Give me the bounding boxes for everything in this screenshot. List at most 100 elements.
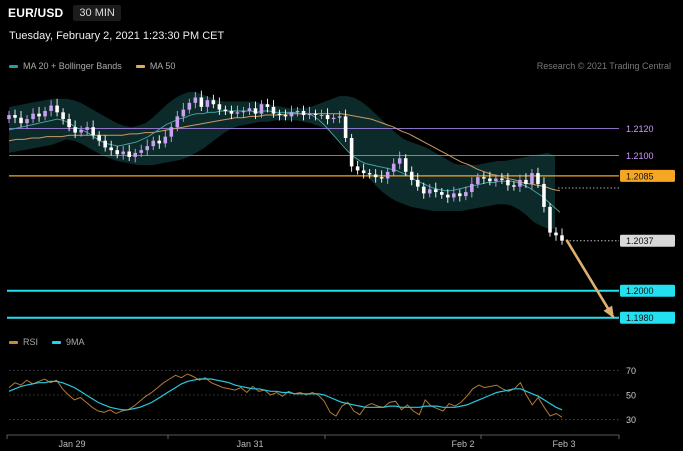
datetime-label: Tuesday, February 2, 2021 1:23:30 PM CET: [9, 30, 225, 42]
candle-body: [313, 113, 318, 116]
candle-body: [211, 100, 216, 105]
candle-body: [361, 170, 366, 174]
candle-body: [433, 189, 438, 193]
rsi-tick-70: 70: [626, 366, 636, 376]
timeframe-badge[interactable]: 30 MIN: [73, 5, 121, 21]
candle-body: [403, 158, 408, 172]
candle-body: [542, 183, 546, 207]
candle-body: [367, 173, 372, 175]
header: EUR/USD 30 MIN: [8, 5, 121, 21]
ma20-line: [8, 110, 561, 213]
candle-body: [548, 206, 552, 233]
candle-body: [301, 110, 306, 116]
candle-body: [217, 104, 222, 110]
candle-body: [452, 193, 456, 198]
candle-body: [518, 179, 522, 187]
candle-body: [325, 115, 330, 120]
candle-body: [175, 116, 180, 128]
candle-body: [139, 150, 144, 153]
candle-body: [91, 127, 95, 136]
candle-body: [169, 127, 174, 137]
legend-label-ma20: MA 20 + Bollinger Bands: [23, 61, 122, 71]
level-tag-1.2085: [620, 169, 675, 182]
candle-body: [37, 113, 41, 117]
candle-body: [379, 177, 384, 179]
candle-body: [427, 189, 432, 194]
rsi-line: [8, 373, 563, 418]
level-label-1.2037: 1.2037: [626, 236, 654, 246]
level-tag-1.2037: [620, 234, 675, 247]
candle-body: [55, 105, 59, 113]
candle-body: [115, 150, 119, 155]
candle-body: [385, 171, 390, 179]
candle-body: [67, 119, 71, 128]
candle-body: [265, 104, 270, 107]
candle-body: [181, 109, 186, 117]
candle-body: [500, 178, 504, 180]
x-axis-label-0: Jan 29: [58, 439, 85, 449]
level-label-1.2000: 1.2000: [626, 286, 654, 296]
level-label-1.1980: 1.1980: [626, 313, 654, 323]
candle-body: [193, 97, 198, 103]
candle-body: [343, 116, 348, 138]
legend-swatch-rsi: [9, 340, 18, 344]
candle-body: [295, 110, 300, 113]
candle-body: [43, 110, 47, 117]
legend-item-rsi: RSI: [9, 337, 38, 347]
legend-item-ma50: MA 50: [135, 61, 175, 71]
legend-label-9ma: 9MA: [66, 337, 85, 347]
candle-body: [121, 151, 125, 155]
level-tag-1.1980: [620, 311, 675, 324]
candle-body: [530, 173, 534, 184]
legend-swatch-9ma: [52, 340, 62, 344]
candle-body: [157, 140, 162, 144]
candle-body: [470, 183, 474, 193]
candle-body: [331, 117, 336, 120]
candle-body: [458, 193, 462, 197]
candle-body: [247, 108, 252, 111]
candle-body: [277, 113, 282, 116]
candle-body: [349, 138, 354, 167]
candle-body: [133, 152, 138, 157]
candle-body: [476, 177, 480, 184]
candle-body: [187, 102, 192, 110]
candle-body: [415, 179, 420, 187]
candle-body: [79, 129, 83, 133]
candle-body: [307, 113, 312, 116]
candle-body: [235, 112, 240, 114]
candle-body: [61, 112, 65, 120]
candle-body: [223, 109, 228, 111]
candle-body: [409, 171, 414, 180]
candle-body: [488, 178, 492, 182]
candle-body: [85, 127, 89, 130]
forecast-arrow: [565, 239, 615, 319]
candle-body: [397, 158, 402, 164]
candle-body: [205, 100, 210, 107]
candle-body: [536, 173, 540, 184]
rsi-ma9-line: [8, 378, 563, 411]
candle-body: [464, 192, 468, 197]
x-axis-label-3: Feb 3: [552, 439, 575, 449]
candle-body: [103, 140, 107, 148]
level-label-1.2100: 1.2100: [626, 151, 654, 161]
candle-body: [97, 135, 101, 141]
candle-body: [13, 115, 17, 118]
candle-body: [151, 140, 156, 147]
candle-body: [391, 163, 396, 172]
candle-body: [7, 115, 11, 120]
candle-body: [259, 104, 264, 114]
candle-body: [439, 192, 444, 195]
candle-body: [446, 194, 450, 198]
level-tag-1.2000: [620, 284, 675, 297]
candle-body: [506, 179, 510, 186]
level-label-1.2085: 1.2085: [626, 171, 654, 181]
candle-body: [271, 106, 276, 114]
pair-title: EUR/USD: [8, 6, 64, 20]
candle-body: [145, 146, 150, 151]
rsi-tick-50: 50: [626, 391, 636, 401]
legend-swatch-ma50: [135, 64, 145, 68]
candle-body: [19, 117, 23, 124]
candle-body: [554, 232, 558, 236]
candle-body: [560, 235, 564, 241]
